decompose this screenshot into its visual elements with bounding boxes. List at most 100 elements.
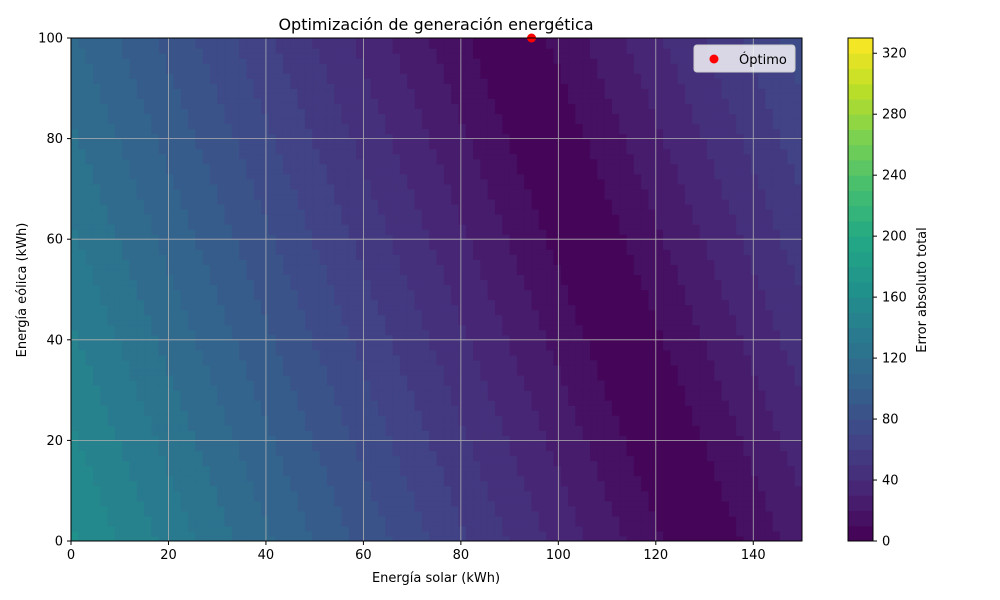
heat-cell — [304, 445, 313, 452]
heat-cell — [268, 108, 277, 115]
heat-cell — [151, 73, 160, 79]
heat-cell — [217, 465, 226, 472]
heat-cell — [334, 344, 343, 351]
heat-cell — [348, 249, 357, 255]
heat-cell — [92, 143, 101, 150]
heat-cell — [370, 203, 379, 210]
heat-cell — [144, 445, 153, 452]
heat-cell — [341, 234, 350, 240]
heat-cell — [348, 158, 357, 165]
heat-cell — [217, 289, 226, 296]
heat-cell — [407, 103, 416, 110]
heat-cell — [268, 123, 277, 130]
heat-cell — [92, 460, 101, 467]
heat-cell — [78, 359, 87, 366]
heat-cell — [85, 108, 94, 115]
heat-cell — [326, 400, 335, 406]
heat-cell — [78, 108, 87, 115]
heat-cell — [166, 405, 174, 411]
heat-cell — [290, 78, 299, 84]
heat-cell — [319, 440, 328, 447]
heat-cell — [297, 349, 306, 356]
heat-cell — [144, 324, 153, 331]
heat-cell — [202, 344, 211, 351]
heat-cell — [253, 289, 262, 296]
heat-cell — [312, 369, 321, 376]
heat-cell — [166, 274, 174, 281]
heat-cell — [312, 83, 321, 89]
heat-cell — [348, 73, 357, 79]
heat-cell — [326, 229, 335, 235]
heat-cell — [407, 229, 416, 235]
heat-cell — [129, 53, 138, 59]
heat-cell — [187, 505, 196, 512]
heat-cell — [239, 249, 248, 255]
heat-cell — [290, 118, 299, 125]
heat-cell — [399, 284, 408, 291]
heat-cell — [385, 435, 394, 441]
heat-cell — [71, 183, 79, 190]
heat-cell — [85, 113, 94, 120]
heat-cell — [297, 73, 306, 79]
heat-cell — [363, 173, 372, 180]
heat-cell — [71, 118, 79, 125]
heat-cell — [348, 299, 357, 306]
heat-cell — [326, 289, 335, 296]
heat-cell — [173, 113, 182, 120]
heat-cell — [385, 480, 394, 487]
heat-cell — [282, 83, 291, 89]
heat-cell — [107, 364, 116, 371]
heat-cell — [187, 400, 196, 406]
heat-cell — [407, 279, 416, 286]
heat-cell — [282, 63, 291, 69]
heat-cell — [202, 430, 211, 436]
heat-cell — [290, 53, 299, 59]
heat-cell — [392, 108, 401, 115]
heat-cell — [92, 183, 101, 190]
heat-cell — [326, 314, 335, 321]
heat-cell — [421, 440, 430, 447]
heat-cell — [239, 108, 248, 115]
heat-cell — [202, 93, 211, 99]
heat-cell — [122, 254, 131, 260]
heat-cell — [312, 445, 321, 452]
heat-cell — [173, 284, 182, 291]
heat-cell — [129, 98, 138, 104]
heat-cell — [407, 254, 416, 260]
heat-cell — [421, 309, 430, 316]
heat-cell — [341, 158, 350, 165]
heat-cell — [261, 123, 269, 130]
heat-cell — [107, 269, 116, 276]
heat-cell — [202, 168, 211, 175]
heat-cell — [195, 420, 204, 426]
heat-cell — [385, 329, 394, 336]
heat-cell — [275, 349, 284, 356]
heat-cell — [122, 375, 131, 381]
heat-cell — [122, 520, 131, 527]
heat-cell — [166, 505, 174, 512]
heat-cell — [261, 460, 269, 467]
heat-cell — [217, 173, 226, 180]
heat-cell — [363, 359, 372, 366]
heat-cell — [187, 430, 196, 436]
heat-cell — [429, 118, 438, 125]
heat-cell — [217, 274, 226, 281]
heat-cell — [92, 505, 101, 512]
heat-cell — [202, 495, 211, 502]
heat-cell — [180, 420, 189, 426]
heat-cell — [71, 535, 79, 541]
heat-cell — [392, 465, 401, 472]
heat-cell — [158, 515, 167, 522]
heat-cell — [304, 83, 313, 89]
heat-cell — [385, 284, 394, 291]
heat-cell — [71, 279, 79, 286]
heat-cell — [429, 364, 438, 371]
heat-cell — [122, 354, 131, 361]
heat-cell — [246, 445, 255, 452]
heat-cell — [392, 274, 401, 281]
heat-cell — [187, 78, 196, 84]
heat-cell — [385, 410, 394, 416]
heat-cell — [217, 329, 226, 336]
heat-cell — [71, 239, 79, 245]
heat-cell — [290, 143, 299, 150]
